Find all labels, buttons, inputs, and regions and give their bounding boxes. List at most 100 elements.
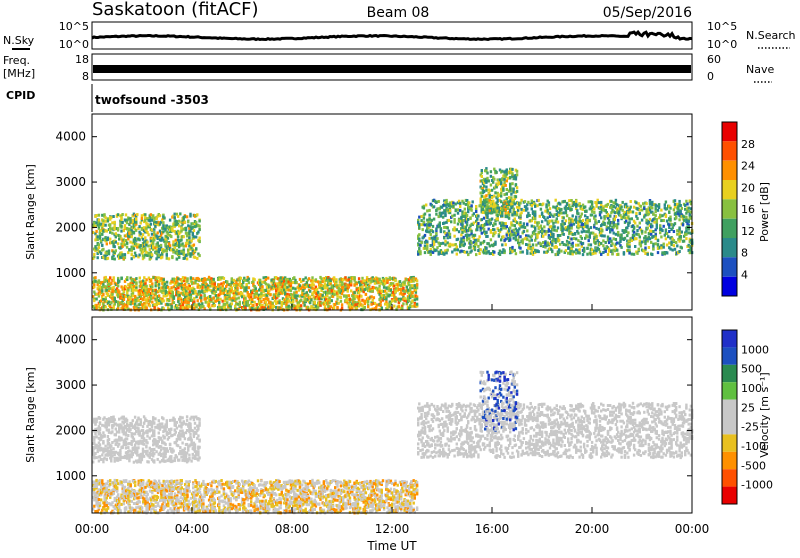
power-cell (627, 231, 629, 234)
power-cell (163, 278, 165, 281)
power-cell (519, 251, 521, 254)
power-cell (682, 223, 684, 226)
power-cell (281, 303, 283, 306)
power-cell (670, 223, 672, 226)
power-cell (114, 297, 116, 300)
power-cell (513, 229, 515, 232)
power-cell (196, 213, 198, 216)
power-cell (426, 230, 428, 233)
power-cell (536, 224, 538, 227)
power-cell (542, 241, 544, 244)
power-cell (661, 229, 663, 232)
power-cell (531, 207, 533, 210)
power-cell (373, 296, 375, 299)
power-cell (238, 297, 240, 300)
power-cell (631, 217, 633, 220)
power-cell (108, 252, 110, 255)
power-cell (213, 296, 215, 299)
power-cell (134, 295, 136, 298)
power-cell (411, 291, 413, 294)
power-cell (466, 234, 468, 237)
power-cell (602, 239, 604, 242)
power-cell (120, 225, 122, 228)
power-cell (386, 303, 388, 306)
power-cell (556, 229, 558, 232)
power-cell (595, 202, 597, 205)
power-cell (635, 201, 637, 204)
power-cell (561, 220, 563, 223)
power-cell (532, 210, 534, 213)
power-cell (550, 213, 552, 216)
power-cell (121, 221, 123, 224)
power-cell (584, 205, 586, 208)
freq-unit: [MHz] (3, 67, 35, 80)
power-cell (378, 278, 380, 281)
power-cell (477, 239, 479, 242)
power-cell (200, 306, 202, 309)
power-cell (522, 251, 524, 254)
power-cell (187, 220, 189, 223)
power-cell (188, 236, 190, 239)
power-cell (340, 300, 342, 303)
nsky-trace (92, 32, 692, 39)
power-cell (338, 302, 340, 305)
power-cell (124, 256, 126, 259)
power-cell (361, 304, 363, 307)
power-cell (578, 252, 580, 255)
power-cell (501, 243, 503, 246)
power-cell (208, 276, 210, 279)
power-cell (534, 227, 536, 230)
power-cell (668, 242, 670, 245)
power-cell (668, 230, 670, 233)
power-cell (120, 277, 122, 280)
power-cell (106, 252, 108, 255)
power-cell (634, 245, 636, 248)
power-cell (324, 282, 326, 285)
power-cell (98, 243, 100, 246)
power-cell (297, 294, 299, 297)
power-cell (636, 252, 638, 255)
power-cell (326, 294, 328, 297)
power-cell (322, 280, 324, 283)
power-cell (322, 294, 324, 297)
power-cell (411, 299, 413, 302)
power-cell (149, 300, 151, 303)
power-cell (430, 250, 432, 253)
power-cell (584, 222, 586, 225)
power-cell (616, 249, 618, 252)
power-cell (303, 304, 305, 307)
power-cell (485, 247, 487, 250)
power-cell (126, 276, 128, 279)
power-cell (566, 214, 568, 217)
power-cell (228, 294, 230, 297)
power-cell (184, 221, 186, 224)
power-cell (453, 214, 455, 217)
power-cell (594, 219, 596, 222)
power-cell (651, 225, 653, 228)
power-cell (485, 189, 487, 192)
power-cell (499, 253, 501, 256)
power-cell (460, 250, 462, 253)
power-cell (251, 307, 253, 310)
power-cell (435, 232, 437, 235)
power-cell (268, 289, 270, 292)
power-cell (557, 221, 559, 224)
power-cell (477, 245, 479, 248)
power-cell (474, 239, 476, 242)
power-cell (439, 224, 441, 227)
power-cell (239, 281, 241, 284)
power-cell (430, 253, 432, 256)
power-cell (632, 211, 634, 214)
power-cell (531, 199, 533, 202)
power-cell (266, 303, 268, 306)
power-cell (263, 298, 265, 301)
power-cell (620, 206, 622, 209)
power-cell (260, 295, 262, 298)
power-cell (643, 207, 645, 210)
power-cell (136, 213, 138, 216)
power-cell (191, 281, 193, 284)
power-cell (186, 239, 188, 242)
power-cell (449, 233, 451, 236)
power-cell (439, 221, 441, 224)
power-cell (159, 214, 161, 217)
